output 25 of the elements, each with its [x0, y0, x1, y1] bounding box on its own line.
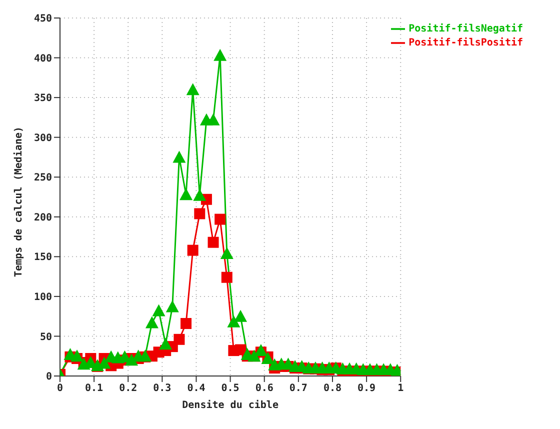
y-axis-title: Temps de calcul (Mediane)	[12, 126, 25, 277]
y-tick-label: 50	[40, 332, 52, 343]
legend-label: Positif-filsNegatif	[408, 24, 523, 35]
y-tick-label: 200	[34, 212, 52, 224]
x-tick-label: 0.5	[221, 383, 240, 394]
x-tick-label: 0.7	[289, 383, 308, 394]
x-tick-label: 1	[398, 383, 404, 394]
x-tick-label: 0.6	[255, 383, 274, 394]
y-tick-label: 350	[34, 93, 52, 104]
y-tick-label: 150	[34, 252, 52, 264]
x-tick-label: 0.9	[358, 383, 376, 394]
y-tick-label: 0	[46, 372, 52, 383]
x-tick-label: 0.8	[323, 383, 342, 394]
y-tick-label: 100	[34, 292, 52, 303]
y-tick-label: 250	[34, 172, 52, 184]
y-tick-label: 400	[34, 53, 52, 64]
x-tick-label: 0.3	[153, 383, 172, 394]
x-tick-label: 0.4	[187, 383, 206, 394]
x-tick-label: 0	[56, 383, 64, 394]
legend-label: Positif-filsPositif	[408, 38, 523, 49]
x-axis-title: Densite du cible	[182, 399, 278, 411]
x-tick-label: 0.1	[85, 383, 104, 394]
y-tick-label: 450	[34, 14, 52, 25]
y-tick-label: 300	[34, 132, 52, 144]
x-tick-label: 0.2	[119, 383, 138, 394]
